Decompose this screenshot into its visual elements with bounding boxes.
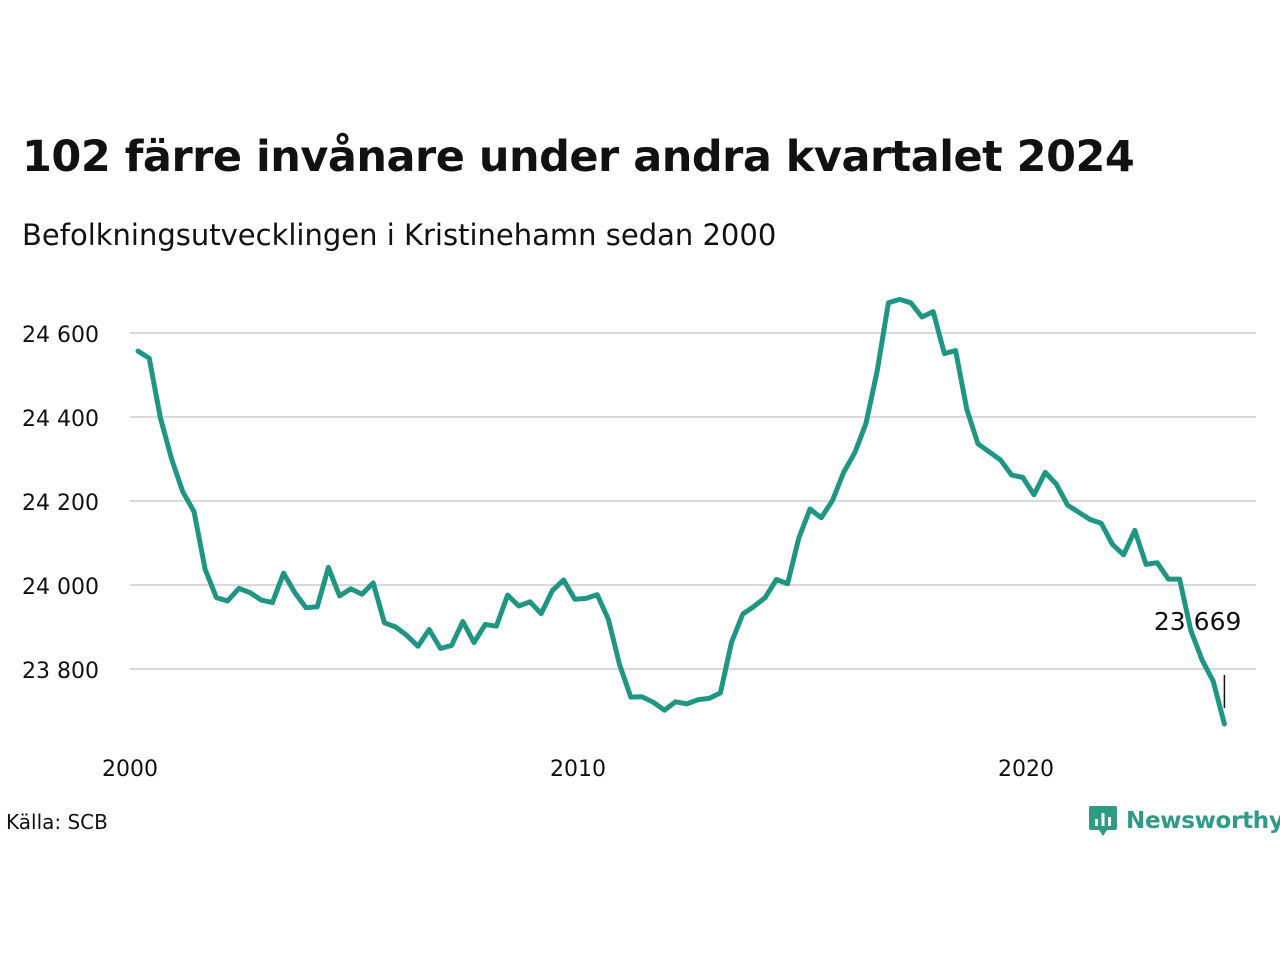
y-tick-label: 24 200 <box>22 491 99 516</box>
chart-subtitle: Befolkningsutvecklingen i Kristinehamn s… <box>22 218 777 252</box>
y-tick-label: 24 400 <box>22 407 99 432</box>
series-line <box>135 296 1227 727</box>
newsworthy-logo-icon <box>1089 806 1117 836</box>
brand-logo: Newsworthy <box>1088 804 1280 838</box>
annotation-layer: 23 669 <box>1154 607 1241 709</box>
y-tick-label: 23 800 <box>22 659 99 684</box>
y-tick-label: 24 000 <box>22 575 99 600</box>
gridlines <box>130 332 1256 670</box>
chart-title: 102 färre invånare under andra kvartalet… <box>22 132 1135 182</box>
annotation-label: 23 669 <box>1154 607 1241 636</box>
x-axis-tick-labels: 2000 2010 2020 <box>102 757 1054 782</box>
x-tick-label: 2010 <box>550 757 606 782</box>
series-layer <box>135 296 1227 727</box>
brand-name: Newsworthy <box>1126 808 1280 834</box>
x-tick-label: 2000 <box>102 757 158 782</box>
source-note: Källa: SCB <box>6 810 108 834</box>
y-axis-tick-labels: 23 800 24 000 24 200 24 400 24 600 <box>22 323 99 684</box>
y-tick-label: 24 600 <box>22 323 99 348</box>
x-tick-label: 2020 <box>998 757 1054 782</box>
